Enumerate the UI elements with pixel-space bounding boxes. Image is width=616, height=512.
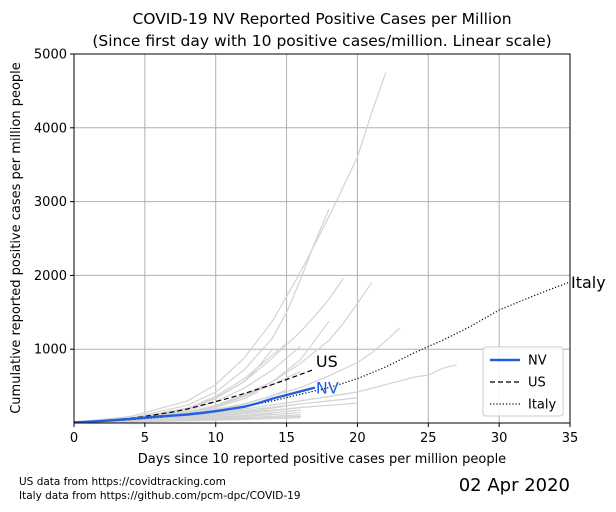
y-tick-label: 3000 [34,195,67,210]
y-axis-label: Cumulative reported positive cases per m… [9,62,24,414]
y-tick-label: 5000 [34,48,67,63]
series-line-italy [73,281,571,423]
x-tick-label: 10 [207,431,224,446]
plot-frame [73,53,571,424]
source-note-us: US data from https://covidtracking.com [19,476,226,488]
chart-title: COVID-19 NV Reported Positive Cases per … [132,10,511,28]
x-tick-label: 0 [70,431,78,446]
x-tick-label: 25 [420,431,437,446]
background-series-line [73,208,330,423]
x-tick-label: 35 [562,431,579,446]
legend: NV US Italy [482,346,564,417]
x-tick-label: 15 [278,431,295,446]
series-end-label-nv: NV [316,379,339,398]
y-tick-label: 1000 [34,343,67,358]
x-tick-label: 5 [141,431,149,446]
x-tick-label: 30 [491,431,508,446]
series-end-label-italy: Italy [571,273,606,292]
legend-label-us: US [528,376,546,391]
ticks: 0 5 10 15 20 25 30 35 1000 2000 3000 4000 5000 [34,48,578,447]
legend-label-italy: Italy [528,398,557,413]
y-tick-label: 4000 [34,121,67,136]
legend-label-nv: NV [528,354,547,369]
x-axis-label: Days since 10 reported positive cases pe… [138,452,506,467]
x-tick-label: 20 [349,431,366,446]
background-series-line [73,72,387,423]
highlight-series: NV US Italy [73,273,606,424]
chart-subtitle: (Since first day with 10 positive cases/… [92,32,551,50]
date-stamp: 02 Apr 2020 [458,475,570,496]
series-end-label-us: US [316,352,338,371]
background-series-line [73,320,330,423]
background-series [73,72,457,423]
source-note-italy: Italy data from https://github.com/pcm-d… [19,490,301,502]
series-line-nv [73,386,316,424]
y-tick-label: 2000 [34,269,67,284]
legend-box [482,346,564,417]
